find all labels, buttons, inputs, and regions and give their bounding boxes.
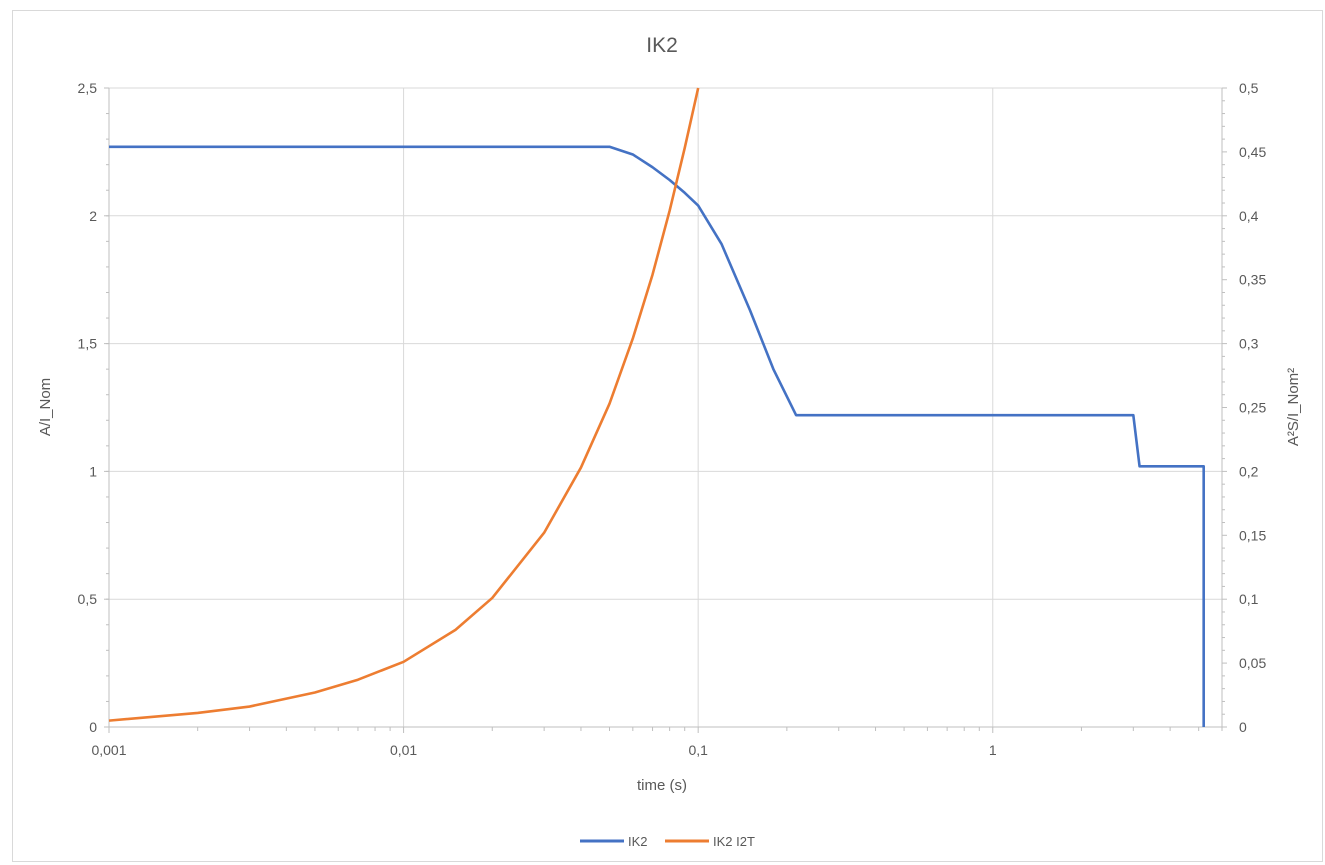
y2-tick-label: 0,45 [1239,144,1266,160]
y2-tick-label: 0,2 [1239,463,1259,479]
y-axis-label: A/I_Nom [37,378,54,436]
gridlines [108,87,1223,728]
y-tick-label: 0 [89,719,97,735]
minor-ticks [104,87,1227,733]
y2-tick-label: 0,15 [1239,527,1266,543]
y-tick-label: 0,5 [78,591,98,607]
y2-tick-label: 0,5 [1239,80,1259,96]
y2-tick-label: 0,3 [1239,336,1259,352]
chart-frame [12,10,1323,862]
x-tick-label: 0,01 [390,742,417,758]
y2-tick-label: 0 [1239,719,1247,735]
series-lines [108,87,1205,727]
y2-tick-label: 0,4 [1239,208,1259,224]
x-tick-label: 1 [989,742,997,758]
series-line-ik2 [109,145,1205,727]
chart-title: IK2 [646,34,678,57]
y-tick-label: 2,5 [78,80,98,96]
x-tick-label: 0,1 [688,742,708,758]
x-tick-label: 0,001 [91,742,126,758]
legend-label-ik2: IK2 [628,834,648,849]
tick-labels: 0 0,5 1 1,5 2 2,5 0,001 0,01 0,1 1 0 0,05 0,1 0,15 0,2… [78,80,1267,758]
y2-tick-label: 0,1 [1239,591,1259,607]
y2-tick-label: 0,25 [1239,400,1266,416]
y-tick-label: 1 [89,463,97,479]
legend: IK2 IK2 I2T [580,834,755,849]
x-axis-label: time (s) [637,777,687,794]
axes [108,88,1223,728]
y-tick-label: 1,5 [78,336,98,352]
legend-label-ik2-i2t: IK2 I2T [713,834,755,849]
y2-tick-label: 0,35 [1239,272,1266,288]
y2-tick-label: 0,05 [1239,655,1266,671]
y-tick-label: 2 [89,208,97,224]
y2-axis-label: A²S/I_Nom² [1285,368,1302,446]
series-line-ik2-i2t [108,87,700,722]
